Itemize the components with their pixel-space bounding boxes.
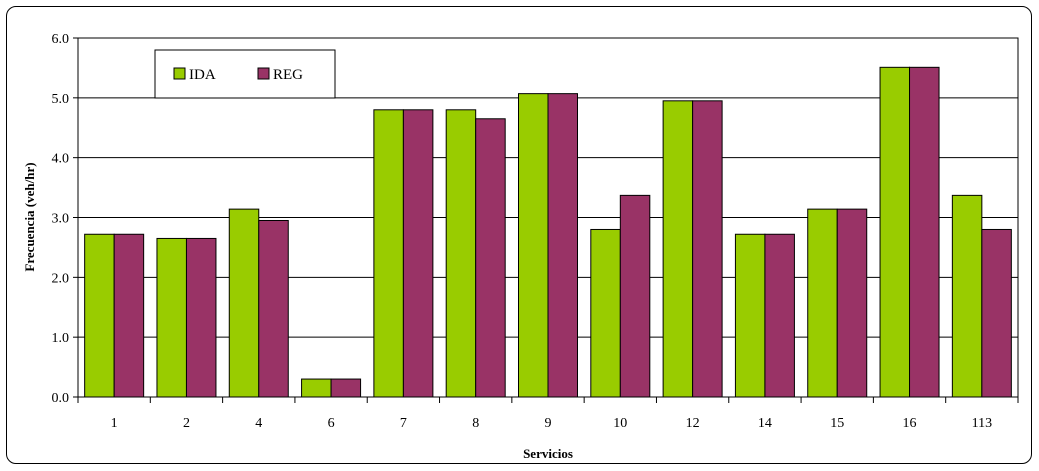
y-tick-label: 6.0 xyxy=(52,32,70,47)
bar-reg-9 xyxy=(547,93,578,398)
bar-reg-2 xyxy=(185,237,217,398)
x-tick-label: 6 xyxy=(328,416,335,431)
x-tick-label: 10 xyxy=(613,416,627,431)
x-tick-label: 113 xyxy=(972,416,992,431)
bar-ida-16 xyxy=(879,66,911,398)
bar-reg-7 xyxy=(402,109,434,398)
legend-swatch-reg xyxy=(257,67,270,80)
x-axis-label: Servicios xyxy=(523,446,573,461)
bar-reg-8 xyxy=(475,118,506,398)
bar-ida-113 xyxy=(951,194,983,398)
x-tick-label: 4 xyxy=(255,416,262,431)
bar-ida-4 xyxy=(228,208,260,398)
x-tick-label: 14 xyxy=(758,416,772,431)
bar-ida-10 xyxy=(590,228,621,398)
bar-ida-1 xyxy=(84,233,115,398)
x-tick-label: 15 xyxy=(830,416,844,431)
x-tick-label: 1 xyxy=(111,416,118,431)
bar-ida-9 xyxy=(518,93,549,398)
bar-reg-12 xyxy=(692,100,723,398)
axes xyxy=(73,37,1019,403)
y-tick-label: 5.0 xyxy=(52,92,70,107)
y-tick-label: 4.0 xyxy=(52,152,70,167)
x-tick-label: 8 xyxy=(472,416,479,431)
bars xyxy=(84,66,1012,398)
bar-reg-14 xyxy=(764,233,795,398)
legend-label-ida: IDA xyxy=(189,67,216,83)
bar-reg-6 xyxy=(330,378,362,398)
bar-ida-12 xyxy=(662,100,694,398)
legend: IDA REG xyxy=(154,49,336,99)
bar-ida-6 xyxy=(301,378,332,398)
tick-labels: 0.01.02.03.04.05.06.01 2 4 6 7 8 9 10 12 14 15 16 11… xyxy=(52,32,993,431)
bar-ida-8 xyxy=(445,109,477,398)
bar-ida-7 xyxy=(373,109,404,398)
x-tick-label: 16 xyxy=(903,416,917,431)
plot-area-border xyxy=(77,37,1019,398)
bar-reg-10 xyxy=(619,194,651,398)
bar-ida-14 xyxy=(734,233,766,398)
bar-reg-15 xyxy=(836,208,868,398)
bar-reg-113 xyxy=(981,228,1012,398)
x-tick-label: 12 xyxy=(686,416,700,431)
bar-reg-4 xyxy=(258,219,289,398)
x-tick-label: 7 xyxy=(400,416,407,431)
y-axis-label: Frecuencia (veh/hr) xyxy=(22,162,37,271)
y-tick-label: 0.0 xyxy=(52,391,70,406)
y-tick-label: 3.0 xyxy=(52,212,70,227)
bar-ida-15 xyxy=(807,208,838,398)
x-tick-label: 9 xyxy=(545,416,552,431)
chart-frame xyxy=(6,6,1032,464)
y-tick-label: 2.0 xyxy=(52,271,70,286)
x-tick-label: 2 xyxy=(183,416,190,431)
y-tick-label: 1.0 xyxy=(52,331,70,346)
bar-reg-1 xyxy=(113,233,145,398)
bar-reg-16 xyxy=(909,66,940,398)
bar-ida-2 xyxy=(156,237,187,398)
legend-swatch-ida xyxy=(173,67,186,80)
legend-label-reg: REG xyxy=(273,67,303,83)
